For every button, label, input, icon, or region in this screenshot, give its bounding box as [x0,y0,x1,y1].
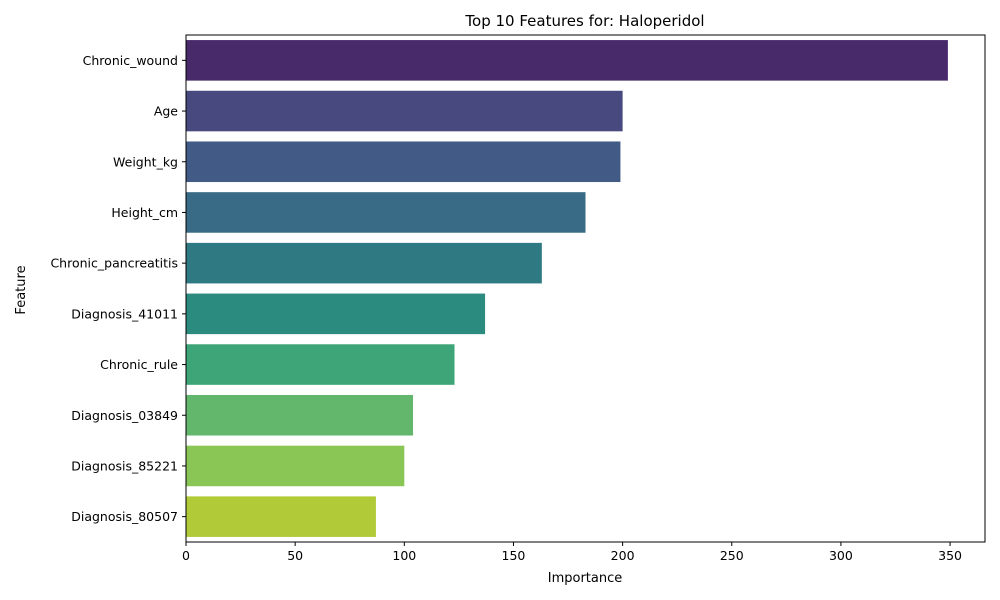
y-axis-label: Feature [14,265,29,314]
y-tick-label: Chronic_pancreatitis [50,256,178,271]
bar-height-cm [186,192,586,233]
bar-diagnosis-03849 [186,394,414,436]
bar-chronic-pancreatitis [186,242,542,284]
x-tick-label: 200 [611,548,635,563]
x-axis-label: Importance [548,571,623,586]
bar-diagnosis-85221 [186,445,405,487]
bar-age [186,90,623,132]
y-tick-label: Height_cm [111,205,178,220]
bar-weight-kg [186,141,621,183]
y-axis-ticks: Chronic_wound Age Weight_kg Height_cm Chroni… [50,53,186,524]
bar-chronic-wound [186,40,948,81]
y-tick-label: Diagnosis_85221 [71,458,178,473]
x-tick-label: 150 [502,548,526,563]
bars-group [186,40,948,537]
x-axis-ticks: 0 50 100 150 200 250 300 350 [182,542,962,563]
y-tick-label: Chronic_wound [83,53,178,68]
x-tick-label: 100 [392,548,416,563]
axes-frame [185,34,986,543]
y-tick-label: Diagnosis_80507 [71,509,178,524]
x-tick-label: 250 [720,548,744,563]
y-tick-label: Chronic_rule [100,357,178,372]
axes-spines [185,34,986,543]
x-tick-label: 300 [829,548,853,563]
bar-chronic-rule [186,344,455,385]
y-tick-label: Weight_kg [113,154,178,169]
y-tick-label: Diagnosis_03849 [71,408,178,423]
chart-title: Top 10 Features for: Haloperidol [464,12,704,30]
x-tick-label: 50 [287,548,303,563]
y-tick-label: Diagnosis_41011 [71,306,178,321]
x-tick-label: 0 [182,548,190,563]
bar-diagnosis-80507 [186,496,376,537]
bar-diagnosis-41011 [186,293,486,335]
y-tick-label: Age [154,104,178,119]
x-tick-label: 350 [938,548,962,563]
